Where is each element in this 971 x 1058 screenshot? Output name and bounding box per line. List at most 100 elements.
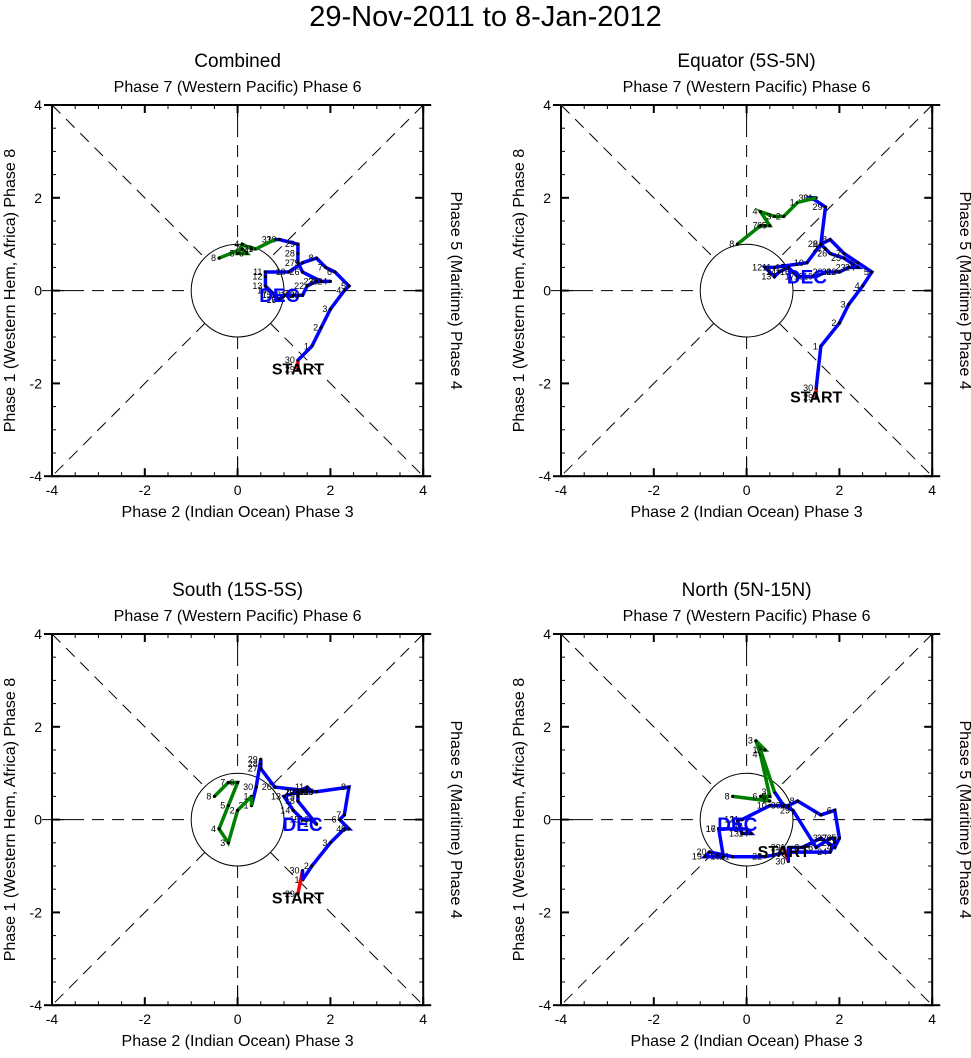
dec-segment-point xyxy=(310,790,314,794)
dec-segment-point xyxy=(254,785,258,789)
dec-segment-point xyxy=(777,270,781,274)
phase-line xyxy=(560,633,715,788)
dec-segment-day-label: 1 xyxy=(304,341,309,351)
dec-segment-point xyxy=(819,242,823,246)
dec-segment-day-label: 2 xyxy=(831,318,836,328)
nov-segment-day-label: 30 xyxy=(285,355,295,365)
dec-segment-day-label: 21 xyxy=(290,290,300,300)
dec-segment-day-label: 13 xyxy=(271,791,281,801)
dec-segment-point xyxy=(833,836,837,840)
dec-segment-point xyxy=(319,326,323,330)
dec-segment-day-label: 20 xyxy=(696,847,706,857)
dec-segment-day-label: 30 xyxy=(771,801,781,811)
jan-segment-point xyxy=(763,748,767,752)
jan-segment-point xyxy=(758,794,763,799)
right-axis-label: Phase 5 (Maritime) Phase 4 xyxy=(447,191,464,389)
dec-segment-point xyxy=(833,845,837,850)
panel-2: South (15S-5S) Phase 7 (Western Pacific) … xyxy=(2,580,464,1050)
x-tick-label: 2 xyxy=(836,482,844,498)
unit-circle xyxy=(190,772,285,867)
dec-segment-day-label: 23 xyxy=(303,276,313,286)
phase-line xyxy=(270,852,424,1006)
jan-segment-point xyxy=(245,251,249,256)
dec-segment-point xyxy=(305,790,309,794)
start-label: START xyxy=(272,890,324,907)
month-label: DEC xyxy=(717,815,757,836)
phase-line xyxy=(51,323,206,477)
jan-segment-day-label: 7 xyxy=(753,221,758,231)
nov-segment-point xyxy=(296,367,300,372)
dec-segment-day-label: 19 xyxy=(280,290,290,300)
phase-line xyxy=(560,104,715,259)
panel-title: South (15S-5S) xyxy=(172,580,303,601)
dec-segment-day-label: 18 xyxy=(271,290,281,300)
dec-segment-day-label: 21 xyxy=(822,267,832,277)
dec-segment-point xyxy=(296,261,300,265)
jan-segment-day-label: 4 xyxy=(211,824,216,834)
dec-segment-point xyxy=(268,289,272,293)
x-tick-label: 4 xyxy=(928,1011,936,1027)
x-tick-label: -4 xyxy=(555,482,568,498)
dec-segment-point xyxy=(263,284,268,288)
dec-segment-day-label: 8 xyxy=(308,253,313,263)
dec-segment-day-label: 26 xyxy=(290,267,300,277)
jan-segment-day-label: 3 xyxy=(766,211,771,221)
start-label: START xyxy=(758,844,810,861)
dec-segment-point xyxy=(273,293,277,297)
phase-line xyxy=(560,852,715,1006)
dec-segment-point xyxy=(707,850,712,854)
dec-segment-day-label: 27 xyxy=(248,764,258,774)
dec-segment-point xyxy=(259,766,263,771)
dec-segment-point xyxy=(277,298,281,302)
dec-segment-day-label: 11 xyxy=(253,267,262,277)
phase-line xyxy=(270,323,424,477)
phase-line xyxy=(779,633,933,788)
dec-segment-day-label: 2 xyxy=(313,323,318,333)
dec-segment-point xyxy=(328,307,332,311)
dec-segment-point xyxy=(319,279,323,283)
x-tick-label: 0 xyxy=(234,1011,242,1027)
panel-1: Equator (5S-5N) Phase 7 (Western Pacific)… xyxy=(511,51,971,521)
dec-segment-point xyxy=(847,265,851,269)
jan-segment-day-label: 8 xyxy=(206,791,211,801)
dec-segment-day-label: 25 xyxy=(822,838,832,848)
dec-segment-point xyxy=(296,790,300,794)
y-tick-label: 0 xyxy=(543,283,551,299)
dec-segment-day-label: 22 xyxy=(826,267,836,277)
jan-segment-day-label: 8 xyxy=(211,253,216,263)
dec-segment-point xyxy=(703,855,707,859)
x-tick-label: 0 xyxy=(234,482,242,498)
dec-segment-point xyxy=(740,831,744,836)
unit-circle xyxy=(699,772,794,867)
dec-segment-day-label: 25 xyxy=(303,787,313,797)
dec-segment-day-label: 22 xyxy=(285,787,295,797)
x-tick-label: 2 xyxy=(836,1011,844,1027)
jan-segment-point xyxy=(782,214,786,218)
dec-segment-day-label: 3 xyxy=(841,300,846,310)
dec-segment-point xyxy=(296,251,300,256)
dec-segment-point xyxy=(324,265,328,269)
dec-segment-point xyxy=(263,275,268,279)
phase-line xyxy=(560,323,715,477)
dec-segment-day-label: 28 xyxy=(808,239,818,249)
dec-segment-day-label: 27 xyxy=(817,833,827,843)
dec-segment-point xyxy=(300,270,305,274)
jan-segment-point xyxy=(772,214,777,218)
jan-segment-day-label: 1 xyxy=(790,197,795,207)
dec-segment-day-label: 31 xyxy=(803,193,813,203)
jan-segment-point xyxy=(236,808,240,812)
jan-segment-point xyxy=(735,242,739,246)
phase-line xyxy=(51,104,206,259)
dec-segment-day-label: 21 xyxy=(720,852,730,862)
dec-segment-day-label: 23 xyxy=(775,847,785,857)
top-axis-label: Phase 7 (Western Pacific) Phase 6 xyxy=(114,79,362,96)
x-tick-label: -2 xyxy=(139,482,152,498)
dec-segment-point xyxy=(347,284,351,288)
dec-segment-point xyxy=(305,284,309,288)
dec-segment-point xyxy=(300,790,305,794)
dec-segment-point xyxy=(856,265,860,269)
dec-segment-day-label: 28 xyxy=(285,248,295,258)
dec-segment-day-label: 5 xyxy=(864,267,869,277)
dec-segment-day-label: 3 xyxy=(813,833,818,843)
